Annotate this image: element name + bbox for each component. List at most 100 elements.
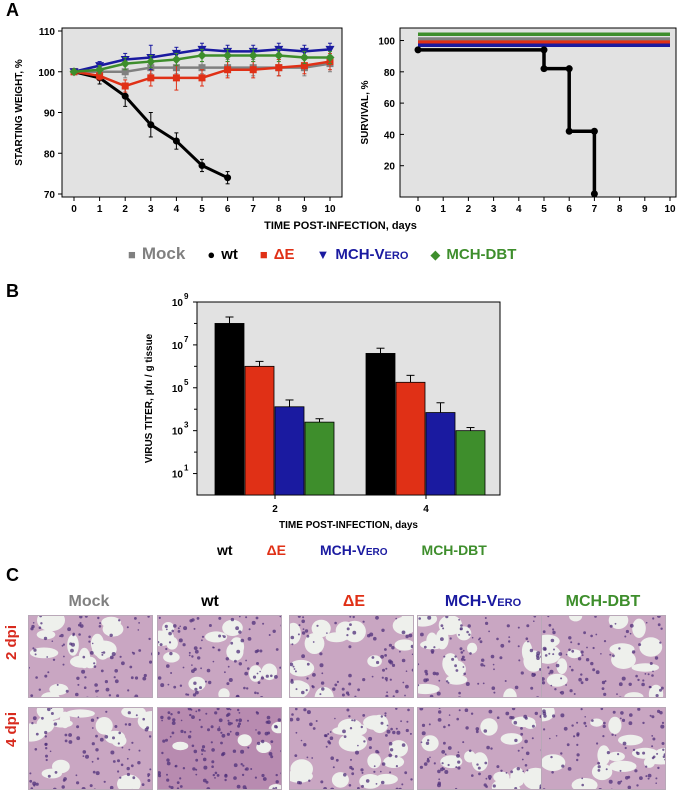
legend-a-mch-dbt: ◆ MCH-DBT bbox=[430, 245, 517, 263]
x-tick-label: 5 bbox=[541, 204, 547, 215]
data-point-dE bbox=[198, 74, 206, 82]
titer-x-axis-title: TIME POST-INFECTION, days bbox=[279, 520, 418, 531]
micrograph-wt-row2 bbox=[157, 707, 282, 790]
x-tick-label: 2 bbox=[122, 204, 128, 215]
legend-a: ■ Mock ● wt ■ ΔE ▼ MCH-Vero ◆ MCH-DBT bbox=[128, 244, 538, 264]
x-tick-label: 4 bbox=[174, 204, 180, 215]
x-tick-label: 7 bbox=[592, 204, 598, 215]
x-tick-label: 9 bbox=[642, 204, 648, 215]
tissue-texture bbox=[158, 616, 281, 697]
data-point-wt bbox=[198, 161, 206, 169]
x-tick-label: 3 bbox=[148, 204, 154, 215]
panel-label-a: A bbox=[6, 0, 19, 20]
y-tick-exponent: 1 bbox=[184, 464, 189, 473]
tissue-texture bbox=[29, 708, 152, 789]
x-tick-label: 10 bbox=[324, 204, 336, 215]
bar-vero-day4 bbox=[425, 412, 456, 496]
data-point-dbt bbox=[325, 52, 335, 62]
y-tick-label: 80 bbox=[384, 68, 396, 79]
survival-y-axis-title: SURVIVAL, % bbox=[360, 80, 371, 144]
data-point-dbt bbox=[171, 55, 181, 65]
x-tick-label: 4 bbox=[516, 204, 522, 215]
micrograph-mock-row2 bbox=[28, 707, 153, 790]
x-tick-label: 1 bbox=[97, 204, 103, 215]
c-col-delta-e: ΔE bbox=[342, 593, 366, 610]
x-tick-label: 6 bbox=[566, 204, 572, 215]
x-tick-label: 7 bbox=[250, 204, 256, 215]
data-point-wt bbox=[414, 46, 422, 54]
data-point-dE bbox=[172, 74, 180, 82]
survival-plot-area bbox=[399, 27, 677, 198]
data-point-wt bbox=[540, 65, 548, 73]
y-tick-exponent: 7 bbox=[184, 335, 189, 344]
bar-dbt-day4 bbox=[455, 430, 486, 496]
square-marker-icon: ■ bbox=[259, 246, 268, 262]
weight-y-axis-title: STARTING WEIGHT, % bbox=[14, 59, 25, 166]
data-point-dbt bbox=[197, 50, 207, 60]
panel-a-xlabel: TIME POST-INFECTION, days bbox=[264, 220, 417, 232]
micrograph-dbt-row1 bbox=[541, 615, 666, 698]
micrograph-wt-row1 bbox=[157, 615, 282, 698]
data-point-dbt bbox=[120, 59, 130, 69]
triangle-down-marker-icon: ▼ bbox=[316, 246, 330, 262]
c-row-4dpi: 4 dpi bbox=[3, 712, 20, 748]
tissue-texture bbox=[542, 708, 665, 789]
data-point-wt bbox=[590, 190, 598, 198]
circle-marker-icon: ● bbox=[207, 246, 216, 262]
c-col-wt: wt bbox=[201, 593, 219, 610]
y-tick-label: 10 bbox=[172, 427, 184, 438]
y-tick-label: 10 bbox=[172, 470, 184, 481]
x-tick-label: 3 bbox=[491, 204, 497, 215]
data-point-dE bbox=[275, 64, 283, 72]
data-point-mock bbox=[121, 68, 129, 76]
legend-b-delta-e: ΔE bbox=[266, 542, 286, 558]
y-tick-label: 10 bbox=[172, 341, 184, 352]
y-tick-label: 100 bbox=[38, 68, 55, 79]
bar-dbt-day2 bbox=[304, 421, 335, 496]
data-point-dbt bbox=[299, 52, 309, 62]
c-row-2dpi: 2 dpi bbox=[3, 625, 20, 661]
legend-a-wt: ● wt bbox=[207, 245, 238, 263]
x-tick-label: 10 bbox=[664, 204, 676, 215]
data-point-dbt bbox=[69, 67, 79, 77]
y-tick-exponent: 9 bbox=[184, 292, 189, 301]
c-col-mock: Mock bbox=[68, 593, 110, 610]
x-tick-label: 1 bbox=[440, 204, 446, 215]
data-point-mock bbox=[198, 64, 206, 72]
data-point-wt bbox=[172, 137, 180, 145]
tissue-texture bbox=[418, 616, 541, 697]
titer-y-axis-title: VIRUS TITER, pfu / g tissue bbox=[144, 333, 155, 463]
y-tick-label: 10 bbox=[172, 384, 184, 395]
micrograph-mock-row1 bbox=[28, 615, 153, 698]
x-tick-label: 8 bbox=[276, 204, 282, 215]
x-tick-label: 0 bbox=[71, 204, 77, 215]
micrograph-vero-row1 bbox=[417, 615, 542, 698]
y-tick-label: 110 bbox=[39, 27, 56, 38]
c-col-mch-vero: MCH-Vero bbox=[444, 593, 522, 610]
data-point-wt bbox=[121, 92, 129, 100]
data-point-wt bbox=[147, 121, 155, 129]
legend-a-mch-vero: ▼ MCH-Vero bbox=[316, 245, 409, 263]
diamond-marker-icon: ◆ bbox=[430, 246, 441, 262]
bar-dE-day4 bbox=[395, 381, 426, 496]
micrograph-vero-row2 bbox=[417, 707, 542, 790]
y-tick-label: 70 bbox=[44, 190, 56, 201]
data-point-dE bbox=[224, 66, 232, 74]
y-tick-label: 10 bbox=[172, 298, 184, 309]
y-tick-label: 90 bbox=[44, 109, 56, 120]
legend-b-mch-dbt: MCH-DBT bbox=[421, 542, 487, 558]
x-tick-label: 0 bbox=[415, 204, 421, 215]
data-point-dE bbox=[121, 82, 129, 90]
data-point-dbt bbox=[146, 57, 156, 67]
bar-wt-day4 bbox=[365, 353, 396, 496]
x-tick-label: 8 bbox=[617, 204, 623, 215]
data-point-wt bbox=[590, 127, 598, 135]
y-tick-exponent: 5 bbox=[184, 378, 189, 387]
legend-b-mch-vero: MCH-Vero bbox=[319, 542, 388, 558]
square-marker-icon: ■ bbox=[128, 246, 136, 262]
c-col-mch-dbt: MCH-DBT bbox=[565, 593, 641, 610]
panel-label-c: C bbox=[6, 565, 19, 585]
micrograph-dE-row1 bbox=[289, 615, 414, 698]
y-tick-label: 20 bbox=[384, 162, 396, 173]
data-point-wt bbox=[565, 127, 573, 135]
